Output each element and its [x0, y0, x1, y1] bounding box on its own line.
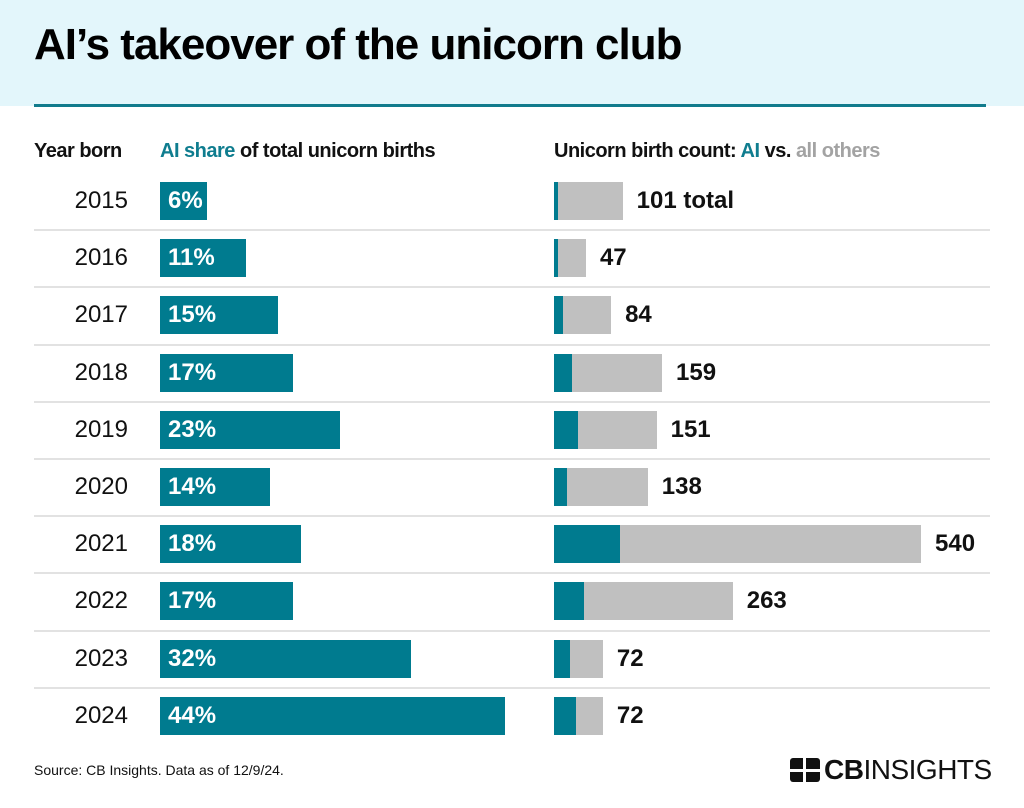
- cb-insights-logo-mark-icon: [790, 758, 820, 782]
- year-label: 2022: [74, 587, 128, 615]
- total-count-label: 540: [935, 530, 976, 558]
- ai-share-bar: [160, 468, 270, 506]
- ai-count-bar: [554, 353, 573, 392]
- ai-share-label: 11%: [168, 244, 215, 272]
- ai-share-label: 17%: [168, 587, 217, 615]
- year-label: 2017: [74, 301, 128, 329]
- row-separator: [34, 572, 990, 575]
- total-count-label: 151: [670, 415, 711, 443]
- ai-share-bar: [160, 296, 278, 335]
- ai-count-bar: [554, 696, 576, 735]
- ai-share-label: 18%: [168, 530, 217, 558]
- ai-share-label: 23%: [168, 415, 217, 443]
- ai-share-bar: [160, 525, 302, 564]
- row-separator: [34, 286, 990, 289]
- others-count-bar: [558, 182, 623, 220]
- ai-share-bar: [160, 182, 208, 220]
- ai-share-bar: [160, 639, 411, 678]
- total-count-label: 159: [676, 358, 717, 386]
- row-separator: [34, 229, 990, 232]
- ai-count-bar: [554, 239, 558, 278]
- ai-count-bar: [554, 296, 563, 335]
- row-separator: [34, 515, 990, 518]
- ai-share-label: 44%: [168, 701, 217, 729]
- total-count-label: 101 total: [636, 187, 735, 214]
- row-separator: [34, 458, 990, 460]
- others-count-bar: [572, 353, 663, 392]
- row-separator: [34, 629, 990, 632]
- ai-count-bar: [554, 525, 621, 564]
- header-band: [0, 0, 1024, 106]
- others-count-bar: [557, 239, 586, 278]
- ai-share-label: 17%: [168, 358, 217, 386]
- cb-insights-logo: CB INSIGHTS: [790, 754, 992, 786]
- others-count-bar: [575, 696, 603, 735]
- year-label: 2023: [74, 644, 128, 672]
- year-column-header: Year born: [34, 140, 122, 162]
- total-count-label: 72: [616, 701, 644, 729]
- row-separator: [34, 400, 990, 403]
- total-count-label: 263: [746, 587, 787, 615]
- year-label: 2019: [74, 415, 128, 443]
- title-rule: [34, 104, 986, 107]
- total-count-label: 138: [661, 473, 702, 500]
- total-count-label: 84: [625, 301, 652, 329]
- ai-share-bar: [160, 696, 505, 735]
- year-label: 2016: [74, 244, 128, 272]
- count-header-mid: vs.: [759, 140, 796, 162]
- source-note: Source: CB Insights. Data as of 12/9/24.: [34, 762, 284, 778]
- chart-title: AI’s takeover of the unicorn club: [34, 20, 682, 69]
- others-count-bar: [620, 525, 921, 564]
- total-count-label: 47: [599, 244, 627, 272]
- ai-count-bar: [554, 582, 585, 621]
- ai-count-bar: [554, 639, 570, 678]
- ai-share-bar: [160, 582, 294, 621]
- ai-share-label: 15%: [168, 301, 217, 329]
- row-separator: [34, 686, 990, 689]
- others-count-bar: [567, 468, 648, 506]
- ai-share-bar: [160, 410, 341, 449]
- count-header-others: all others: [795, 140, 880, 162]
- ai-share-label: 6%: [168, 187, 203, 214]
- ai-share-label: 14%: [168, 473, 217, 500]
- ai-count-bar: [554, 182, 559, 220]
- share-header-rest: of total unicorn births: [234, 140, 436, 162]
- ai-share-bar: [160, 239, 247, 278]
- ai-share-label: 32%: [168, 644, 217, 672]
- count-header-prefix: Unicorn birth count:: [554, 140, 741, 162]
- share-header-highlight: AI share: [160, 140, 235, 162]
- others-count-bar: [569, 639, 603, 678]
- total-count-label: 72: [616, 644, 644, 672]
- others-count-bar: [584, 582, 733, 621]
- ai-count-bar: [554, 410, 578, 449]
- others-count-bar: [562, 296, 612, 335]
- year-label: 2020: [74, 473, 128, 500]
- ai-count-bar: [554, 468, 568, 506]
- year-label: 2021: [74, 530, 128, 558]
- year-label: 2015: [74, 187, 128, 214]
- row-separator: [34, 343, 990, 346]
- ai-share-bar: [160, 353, 294, 392]
- year-label: 2024: [74, 701, 128, 729]
- year-label: 2018: [74, 358, 128, 386]
- count-column-header: Unicorn birth count: AI vs. all others: [554, 140, 880, 163]
- share-column-header: AI share of total unicorn births: [160, 140, 436, 163]
- others-count-bar: [577, 410, 657, 449]
- count-header-ai: AI: [740, 140, 761, 162]
